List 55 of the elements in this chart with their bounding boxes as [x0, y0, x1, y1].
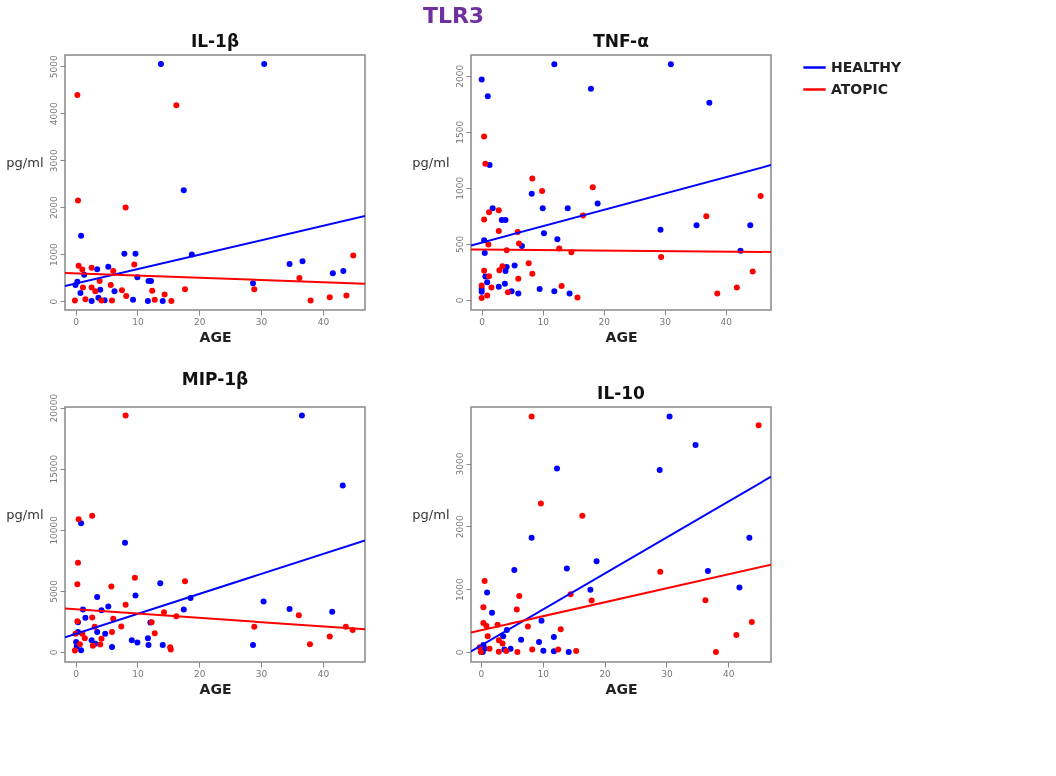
x-tick-label: 20 [194, 668, 206, 679]
y-tick-label: 5000 [48, 55, 59, 79]
text: TLR3 [422, 3, 485, 29]
y-tick-label: 1000 [454, 577, 465, 602]
y-tick-label: 1500 [454, 120, 465, 144]
x-tick-label: 30 [255, 316, 268, 327]
x-tick-label: 10 [537, 316, 550, 327]
y-tick-label: 10000 [48, 515, 59, 545]
x-tick-label: 40 [317, 668, 330, 679]
y-tick-label: 0 [48, 649, 59, 656]
x-tick-label: 40 [720, 316, 733, 327]
chart-title: IL-1β [190, 30, 240, 51]
legend-label: ATOPIC [831, 80, 888, 97]
x-tick-label: 20 [599, 668, 612, 679]
y-tick-label: 2000 [454, 515, 465, 539]
y-tick-label: 2000 [454, 64, 465, 88]
x-tick-label: 10 [537, 668, 550, 679]
y-tick-label: 5000 [48, 579, 59, 603]
y-axis-title: pg/ml [412, 155, 450, 170]
x-axis-title: AGE [199, 328, 232, 345]
y-tick-label: 3000 [454, 452, 465, 476]
x-tick-label: 40 [317, 316, 330, 327]
x-tick-label: 0 [73, 316, 80, 327]
y-tick-label: 0 [48, 298, 59, 305]
y-tick-label: 15000 [48, 454, 59, 484]
x-axis-title: AGE [605, 680, 638, 697]
chart-title: IL-10 [597, 383, 646, 403]
x-tick-label: 20 [194, 316, 206, 327]
y-tick-label: 2000 [48, 195, 59, 220]
y-tick-label: 1000 [48, 242, 59, 267]
chart-title: MIP-1β [181, 369, 249, 390]
y-tick-label: 3000 [48, 148, 59, 173]
x-tick-label: 40 [723, 668, 735, 679]
x-tick-label: 30 [659, 316, 672, 327]
y-tick-label: 0 [454, 297, 465, 304]
y-axis-title: pg/ml [412, 507, 450, 522]
x-tick-label: 10 [132, 316, 144, 327]
x-tick-label: 10 [132, 668, 144, 679]
x-tick-label: 30 [661, 668, 673, 679]
y-tick-label: 4000 [48, 102, 59, 126]
x-tick-label: 30 [255, 668, 268, 679]
x-axis-title: AGE [199, 680, 232, 697]
y-axis-title: pg/ml [6, 507, 44, 522]
x-tick-label: 0 [478, 668, 485, 679]
chart-title: TNF-α [593, 31, 649, 51]
x-axis-title: AGE [605, 328, 638, 345]
x-tick-label: 0 [73, 668, 80, 679]
y-tick-label: 0 [454, 649, 465, 656]
y-tick-label: 20000 [48, 393, 59, 423]
x-tick-label: 20 [598, 316, 611, 327]
legend-label: HEALTHY [831, 58, 902, 75]
x-tick-label: 0 [479, 316, 486, 327]
y-tick-label: 500 [454, 235, 465, 253]
y-tick-label: 1000 [454, 176, 465, 200]
y-axis-title: pg/ml [6, 155, 44, 170]
